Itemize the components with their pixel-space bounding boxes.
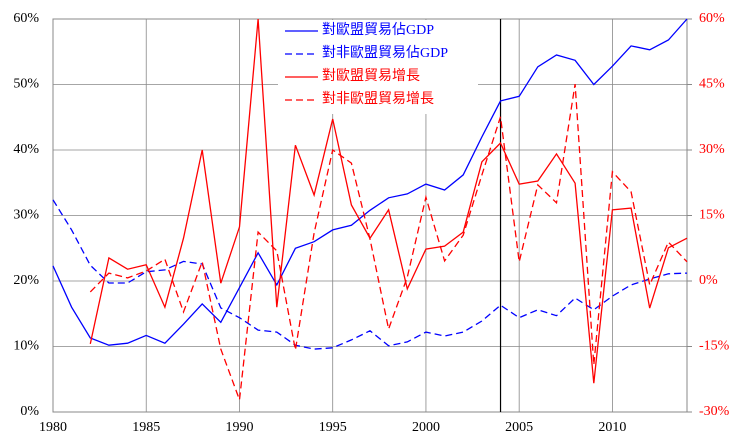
x-tick-label: 2005: [505, 420, 533, 435]
y2-tick-label: 0%: [699, 273, 718, 288]
series-line: [52, 18, 688, 346]
x-tick-label: 2010: [598, 420, 626, 435]
x-tick-label: 2000: [412, 420, 440, 435]
x-tick-label: 1985: [132, 420, 160, 435]
y-tick-label: 40%: [13, 142, 39, 157]
legend-box: [278, 20, 478, 114]
y2-tick-label: 30%: [699, 142, 725, 157]
series-line: [52, 199, 688, 350]
y-tick-label: 0%: [20, 404, 39, 419]
y-tick-label: 50%: [13, 77, 39, 92]
legend-label: 對歐盟貿易增長: [322, 68, 420, 84]
x-tick-label: 1980: [39, 420, 67, 435]
x-tick-label: 1995: [319, 420, 347, 435]
y2-tick-label: 15%: [699, 208, 725, 223]
y2-tick-label: 60%: [699, 11, 725, 26]
plot-frame: [52, 18, 688, 413]
y-tick-label: 30%: [13, 208, 39, 223]
y-tick-label: 20%: [13, 273, 39, 288]
legend-label: 對非歐盟貿易佔GDP: [322, 45, 448, 61]
legend-label: 對歐盟貿易佔GDP: [322, 22, 434, 38]
y2-tick-label: -15%: [699, 339, 730, 354]
series-line: [89, 83, 688, 401]
series-line: [89, 18, 688, 384]
y2-tick-label: 45%: [699, 77, 725, 92]
legend-label: 對非歐盟貿易增長: [322, 91, 434, 107]
y-tick-label: 10%: [13, 339, 39, 354]
x-tick-label: 1990: [225, 420, 253, 435]
y-tick-label: 60%: [13, 11, 39, 26]
y2-tick-label: -30%: [699, 404, 730, 419]
